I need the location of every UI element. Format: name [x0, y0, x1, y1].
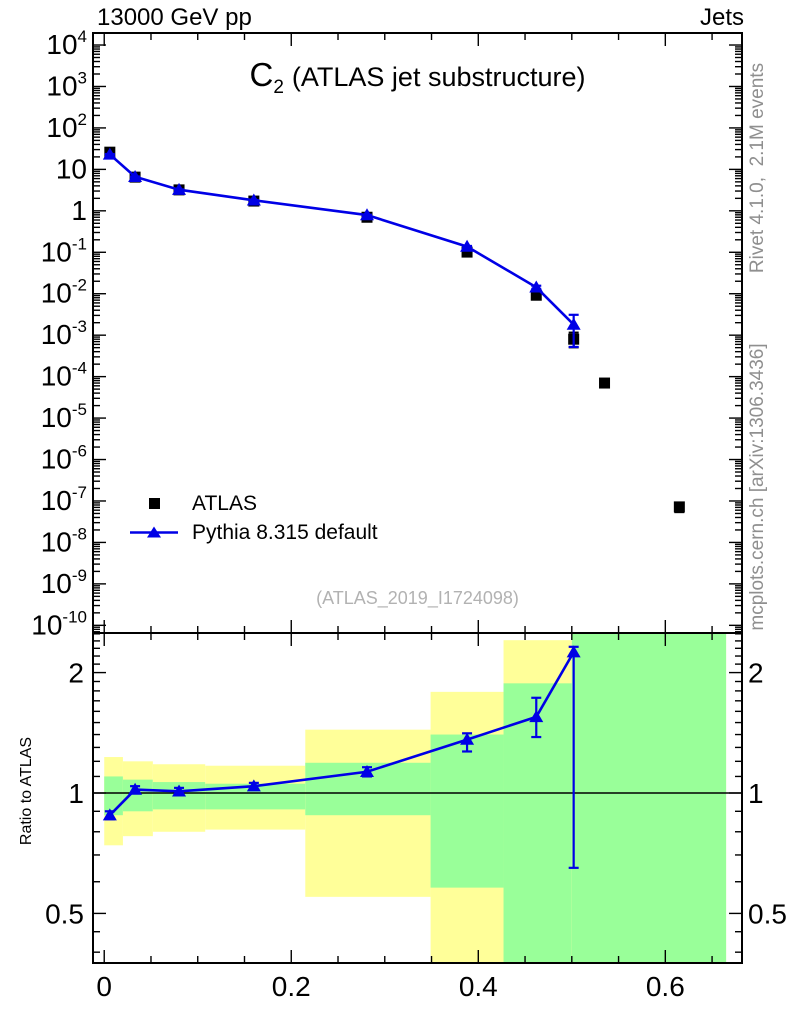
y-tick-label: 10-1: [41, 234, 87, 267]
rivet-version-note: Rivet 4.1.0, 2.1M events: [747, 62, 768, 274]
y-tick-label: 1: [71, 195, 87, 226]
triangle-marker: [360, 208, 375, 221]
y-tick-label: 10-6: [41, 442, 87, 475]
triangle-marker: [529, 710, 544, 723]
pythia-data-series-ratio: [102, 645, 581, 869]
atlas-square-marker-icon: [128, 489, 180, 518]
triangle-marker: [529, 280, 544, 293]
y-tick-label: 10-10: [31, 607, 87, 640]
ratio-axis-title: Ratio to ATLAS: [18, 736, 35, 846]
triangle-marker: [460, 239, 475, 252]
triangle-marker: [128, 782, 143, 795]
x-tick-label: 0.4: [459, 971, 498, 1002]
green-band: [503, 683, 572, 963]
plot-title-text: (ATLAS jet substructure): [291, 62, 586, 92]
mcplots-reference-note: mcplots.cern.ch [arXiv:1306.3436]: [747, 343, 768, 631]
triangle-marker: [566, 317, 581, 330]
panel-frame: [92, 632, 743, 964]
ratio-tick-label-left: 0.5: [45, 898, 84, 929]
y-tick-label: 10: [56, 153, 87, 184]
triangle-marker: [172, 784, 187, 797]
y-tick-label: 10-7: [41, 483, 87, 516]
ratio-tick-label-right: 1: [748, 778, 764, 809]
observable-subscript: 2: [273, 77, 284, 98]
y-tick-label: 104: [46, 27, 87, 60]
ratio-tick-label-left: 1: [68, 778, 84, 809]
pythia-data-series-main: [102, 147, 581, 349]
square-marker: [530, 289, 542, 301]
y-tick-label: 10-3: [41, 317, 87, 350]
legend-item-pythia: Pythia 8.315 default: [128, 518, 378, 547]
green-band: [104, 776, 123, 816]
triangle-marker: [360, 764, 375, 777]
panel-ratio: 0 0.2 0.4 0.6 2 2 1 1 0.5 0.5: [45, 632, 786, 1002]
square-marker: [599, 377, 611, 389]
series-line: [108, 651, 575, 817]
uncertainty-bands: [104, 632, 727, 963]
beam-energy-label: 13000 GeV pp: [97, 4, 252, 31]
y-tick-label: 10-8: [41, 524, 87, 557]
plot-title: C2 (ATLAS jet substructure): [93, 56, 742, 98]
triangle-marker: [566, 645, 581, 658]
legend-label-pythia: Pythia 8.315 default: [192, 520, 378, 544]
triangle-marker: [128, 169, 143, 182]
green-band: [122, 779, 153, 812]
green-band: [430, 734, 504, 888]
y-tick-label: 10-5: [41, 400, 87, 433]
square-marker: [673, 501, 685, 513]
axis-ticks: [93, 33, 742, 633]
triangle-marker: [460, 732, 475, 745]
square-marker: [461, 246, 473, 258]
ratio-tick-label-left: 2: [68, 658, 84, 689]
legend-item-atlas: ATLAS: [128, 489, 378, 518]
axis-labels: 0 0.2 0.4 0.6 2 2 1 1 0.5 0.5: [45, 658, 786, 1002]
x-tick-label: 0: [96, 971, 112, 1002]
panel-main: 10410310210110-110-210-310-410-510-610-7…: [31, 27, 743, 640]
green-band: [571, 632, 727, 963]
triangle-marker: [246, 193, 261, 206]
legend-label-atlas: ATLAS: [192, 491, 257, 515]
axis-labels: 10410310210110-110-210-310-410-510-610-7…: [31, 27, 87, 640]
y-tick-label: 103: [46, 68, 87, 101]
y-tick-label: 102: [46, 110, 87, 143]
pythia-line-triangle-marker-icon: [128, 518, 180, 547]
triangle-marker: [246, 779, 261, 792]
x-tick-label: 0.6: [646, 971, 685, 1002]
triangle-marker: [102, 147, 117, 160]
atlas-data-series-main: [104, 146, 685, 514]
legend: ATLAS Pythia 8.315 default: [128, 489, 378, 547]
y-tick-label: 10-4: [41, 359, 87, 392]
y-tick-label: 10-2: [41, 276, 87, 309]
process-label: Jets: [699, 4, 744, 31]
series-line: [108, 153, 575, 326]
ratio-tick-label-right: 2: [748, 658, 764, 689]
triangle-marker: [102, 808, 117, 821]
x-tick-label: 0.2: [272, 971, 311, 1002]
observable-symbol: C: [249, 56, 274, 93]
axis-ticks: [93, 633, 742, 963]
analysis-id-watermark: (ATLAS_2019_I1724098): [316, 588, 519, 608]
triangle-marker: [172, 182, 187, 195]
y-tick-label: 10-9: [41, 566, 87, 599]
ratio-tick-label-right: 0.5: [748, 898, 786, 929]
